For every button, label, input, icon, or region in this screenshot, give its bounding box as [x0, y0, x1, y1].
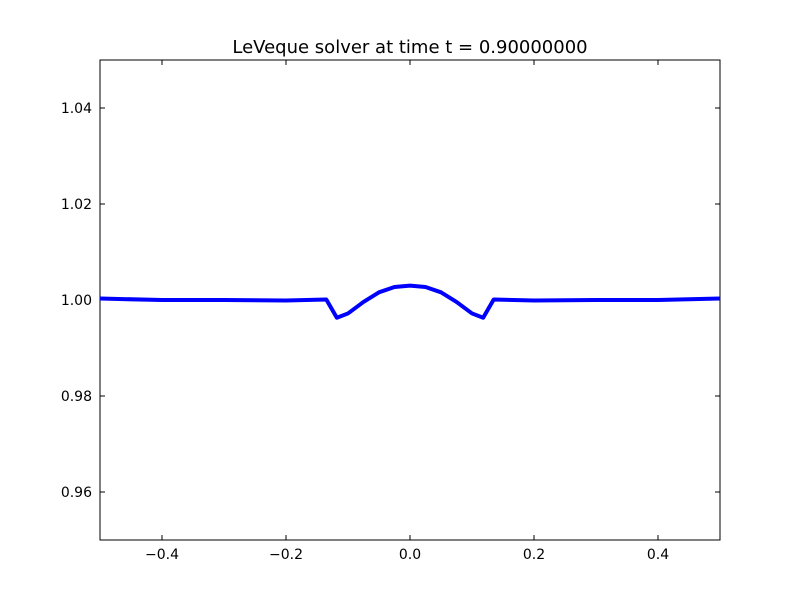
- series-line: [100, 283, 720, 320]
- x-tick-label: 0.4: [647, 547, 669, 563]
- series-group: [100, 283, 720, 320]
- y-tick-label: 1.00: [61, 293, 92, 309]
- y-tick-label: 1.02: [61, 197, 92, 213]
- x-tick-label: −0.2: [269, 547, 303, 563]
- axis-tick-labels: −0.4 −0.2 0.0 0.2 0.4 0.96 0.98 1.00 1.02 1.04: [61, 101, 669, 563]
- x-tick-label: −0.4: [145, 547, 179, 563]
- chart-title: LeVeque solver at time t = 0.90000000: [232, 37, 587, 58]
- y-tick-label: 0.98: [61, 389, 92, 405]
- y-tick-label: 0.96: [61, 485, 92, 501]
- x-tick-label: 0.0: [399, 547, 421, 563]
- y-tick-label: 1.04: [61, 101, 92, 117]
- x-tick-label: 0.2: [523, 547, 545, 563]
